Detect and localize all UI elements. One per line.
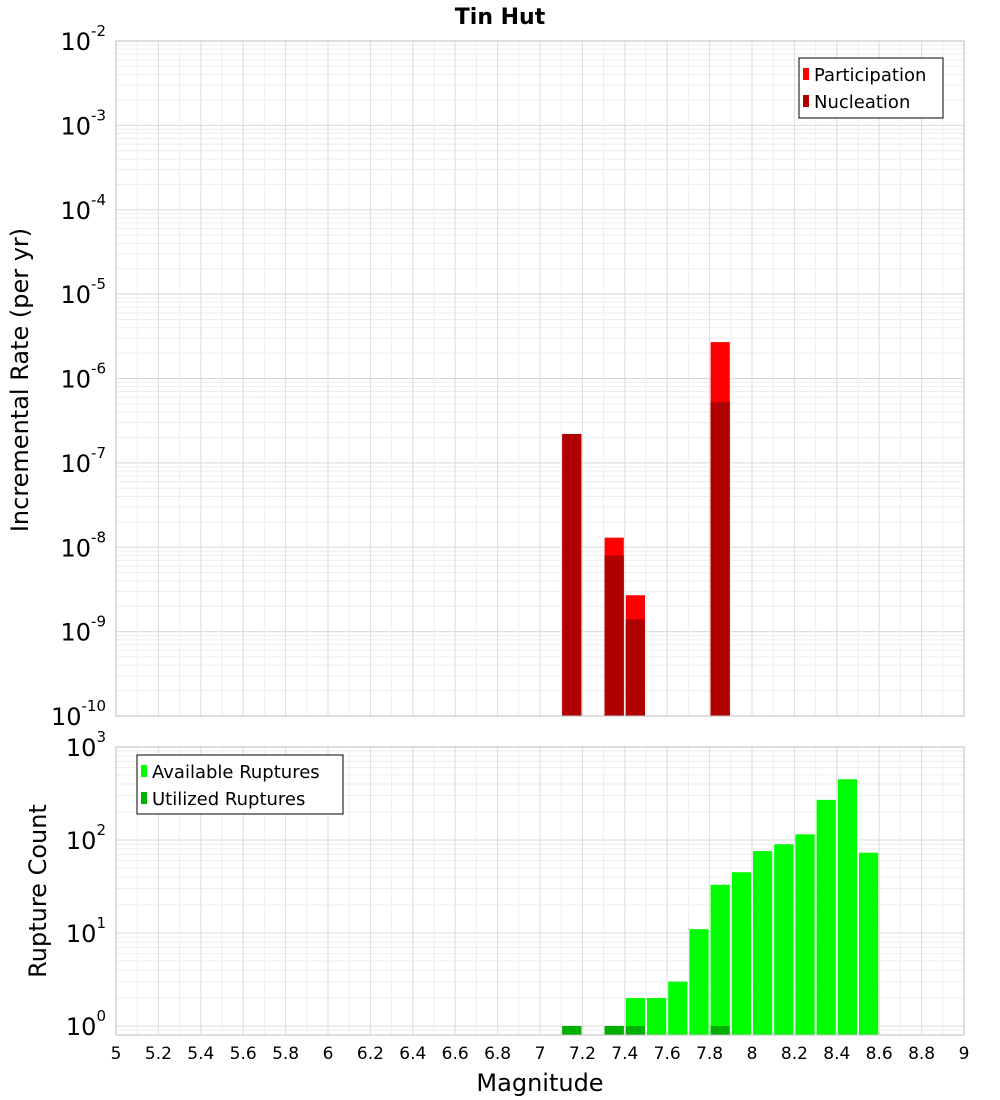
y-tick-label: 101 — [66, 914, 106, 948]
bar — [604, 555, 624, 716]
bar — [753, 851, 773, 1035]
x-tick-label: 6.8 — [484, 1044, 511, 1064]
bar — [837, 779, 857, 1035]
x-tick-label: 6 — [323, 1044, 334, 1064]
x-tick-label: 7.6 — [654, 1044, 681, 1064]
panel-2: 100 101 102 103 Available Ruptures Utilized R… — [66, 728, 970, 1064]
x-tick-label: 5 — [111, 1044, 122, 1064]
legend-swatch — [141, 765, 147, 777]
bar — [795, 834, 815, 1035]
y-tick-label: 103 — [66, 728, 106, 762]
x-tick-label: 8.8 — [908, 1044, 935, 1064]
chart-title: Tin Hut — [455, 5, 546, 30]
y-tick-label: 10-10 — [51, 697, 106, 731]
x-tick-label: 6.4 — [399, 1044, 426, 1064]
bar — [731, 872, 751, 1035]
x-tick-label: 8.6 — [866, 1044, 893, 1064]
y-tick-label: 10-5 — [60, 275, 106, 309]
x-tick-labels: 5 5.2 5.4 5.6 5.8 6 6.2 6.4 6.6 6.8 7 7.2 7.4 7.6 7.8 8… — [111, 1044, 970, 1064]
bar — [562, 1025, 582, 1035]
legend: Available Ruptures Utilized Ruptures — [136, 754, 344, 815]
legend-box — [136, 754, 344, 815]
bar — [604, 1025, 624, 1035]
bar — [625, 1025, 645, 1035]
y-tick-label: 10-2 — [60, 22, 106, 56]
x-tick-label: 7.2 — [569, 1044, 596, 1064]
x-tick-label: 5.6 — [230, 1044, 257, 1064]
y-tick-label: 10-9 — [60, 613, 106, 647]
y-tick-label: 10-8 — [60, 528, 106, 562]
y-tick-label: 10-6 — [60, 360, 106, 394]
bar — [647, 997, 667, 1035]
bar — [689, 929, 709, 1035]
y-tick-label: 102 — [66, 821, 106, 855]
legend-swatch — [803, 95, 809, 107]
bar — [710, 401, 730, 716]
y-tick-label: 10-7 — [60, 444, 106, 478]
x-tick-label: 5.4 — [187, 1044, 214, 1064]
x-tick-label: 5.8 — [272, 1044, 299, 1064]
y-tick-label: 10-4 — [60, 191, 106, 225]
bar — [816, 799, 836, 1035]
x-tick-label: 8.4 — [823, 1044, 850, 1064]
series-nucleation — [562, 401, 730, 716]
bottom-y-axis-label: Rupture Count — [24, 804, 52, 978]
x-tick-label: 8.2 — [781, 1044, 808, 1064]
bar — [710, 884, 730, 1035]
x-axis-label: Magnitude — [476, 1069, 603, 1097]
panel-1: 10-10 10-9 10-8 10-7 10-6 10-5 10-4 10-3 10-2 Par… — [51, 22, 965, 731]
legend-label: Participation — [814, 65, 926, 86]
legend-swatch — [141, 792, 147, 804]
y-tick-label: 10-3 — [60, 106, 106, 140]
series-available-ruptures — [562, 779, 879, 1035]
legend-label: Utilized Ruptures — [152, 789, 305, 810]
bar — [668, 981, 688, 1035]
x-tick-label: 5.2 — [145, 1044, 172, 1064]
x-tick-label: 9 — [959, 1044, 970, 1064]
bar — [710, 1025, 730, 1035]
legend-label: Nucleation — [814, 92, 910, 113]
x-tick-label: 7.8 — [696, 1044, 723, 1064]
legend: Participation Nucleation — [798, 57, 944, 119]
bar — [625, 619, 645, 716]
y-tick-label: 100 — [66, 1007, 106, 1041]
x-tick-label: 6.2 — [357, 1044, 384, 1064]
legend-swatch — [803, 68, 809, 80]
plot-border — [115, 746, 965, 1036]
bar — [625, 997, 645, 1035]
series-utilized-ruptures — [562, 1025, 730, 1035]
bar — [774, 844, 794, 1035]
bar — [562, 433, 582, 716]
legend-box — [798, 57, 944, 119]
top-y-axis-label: Incremental Rate (per yr) — [6, 228, 34, 532]
legend-label: Available Ruptures — [152, 762, 320, 783]
bar — [859, 852, 879, 1035]
x-tick-label: 7 — [535, 1044, 546, 1064]
plot-border — [115, 40, 965, 717]
x-tick-label: 7.4 — [611, 1044, 638, 1064]
x-tick-label: 6.6 — [442, 1044, 469, 1064]
x-tick-label: 8 — [747, 1044, 758, 1064]
grid — [115, 40, 965, 717]
